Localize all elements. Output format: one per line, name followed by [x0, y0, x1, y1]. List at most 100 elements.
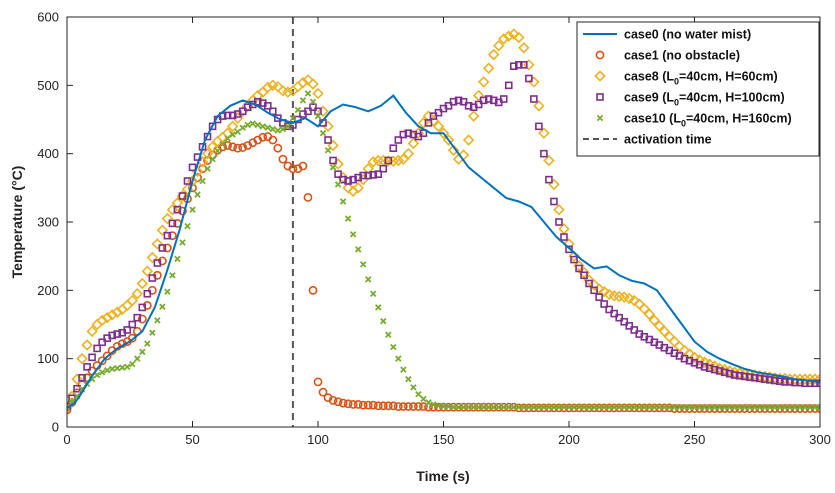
data-point: [417, 117, 430, 129]
data-point: [540, 149, 548, 158]
data-point: [93, 371, 101, 379]
data-point: [274, 127, 282, 134]
data-point: [318, 387, 328, 397]
x-tick-label: 250: [684, 432, 706, 447]
data-point: [148, 274, 157, 282]
data-point: [154, 317, 161, 324]
data-point: [179, 239, 186, 246]
data-point: [440, 403, 447, 410]
data-point: [641, 403, 648, 411]
data-point: [108, 365, 116, 373]
data-point: [430, 401, 437, 408]
data-point: [646, 403, 653, 411]
data-point: [404, 129, 413, 137]
data-point: [307, 78, 319, 90]
data-point: [425, 399, 432, 406]
data-point: [442, 134, 455, 146]
data-point: [573, 260, 585, 272]
data-point: [136, 277, 149, 290]
data-point: [726, 403, 733, 411]
data-point: [284, 123, 292, 130]
axes: 0 50 100 150 200 250 300 0 100 200 300 400 500 600: [37, 10, 831, 448]
data-point: [214, 147, 221, 155]
data-point: [189, 206, 196, 213]
data-point: [334, 170, 342, 178]
data-point: [523, 59, 535, 71]
data-point: [530, 403, 538, 411]
data-point: [474, 402, 484, 412]
data-point: [224, 135, 231, 142]
data-point: [244, 121, 251, 129]
data-point: [169, 272, 176, 279]
data-point: [108, 331, 116, 340]
data-point: [98, 338, 106, 347]
data-point: [399, 130, 408, 139]
data-point: [138, 303, 147, 312]
data-point: [535, 403, 543, 411]
data-point: [102, 351, 112, 361]
data-point: [525, 74, 533, 83]
data-point: [485, 403, 492, 411]
data-point: [482, 62, 495, 74]
data-point: [545, 175, 553, 184]
data-point: [143, 289, 152, 298]
data-point: [695, 361, 704, 369]
data-point: [504, 81, 513, 90]
data-point: [434, 108, 443, 117]
data-point: [163, 231, 172, 240]
data-point: [268, 135, 278, 145]
data-point: [324, 147, 332, 154]
data-point: [209, 155, 216, 163]
data-point: [273, 143, 283, 153]
data-point: [146, 251, 159, 264]
data-point: [304, 107, 312, 116]
legend-label: case8 (L0=40cm, H=60cm): [624, 70, 778, 87]
y-tick-label: 500: [37, 78, 59, 93]
data-point: [88, 353, 96, 362]
data-point: [373, 401, 383, 411]
data-marks: [67, 17, 820, 427]
legend-label: case9 (L0=40cm, H=100cm): [624, 91, 785, 108]
data-point: [409, 130, 418, 139]
data-point: [113, 330, 121, 338]
data-point: [384, 156, 393, 165]
data-point: [314, 112, 322, 120]
data-point: [299, 97, 307, 104]
data-point: [279, 125, 287, 133]
data-point: [328, 395, 338, 405]
data-point: [600, 403, 608, 411]
data-point: [620, 403, 628, 411]
data-point: [460, 403, 467, 411]
data-point: [178, 206, 187, 216]
data-point: [595, 293, 603, 301]
data-point: [424, 119, 433, 127]
data-point: [680, 354, 689, 363]
data-point: [585, 279, 593, 288]
data-point: [781, 378, 789, 386]
data-point: [691, 403, 698, 411]
data-point: [249, 120, 256, 127]
data-point: [157, 256, 167, 266]
data-point: [166, 203, 179, 216]
data-point: [447, 144, 460, 156]
data-point: [289, 114, 297, 122]
data-point: [144, 340, 151, 347]
data-point: [500, 403, 507, 411]
data-point: [327, 139, 339, 152]
data-point: [528, 76, 540, 88]
data-point: [298, 161, 308, 171]
data-point: [515, 403, 523, 411]
data-point: [701, 403, 708, 411]
data-point: [449, 97, 458, 106]
data-point: [676, 403, 683, 411]
data-point: [71, 373, 83, 385]
data-point: [228, 111, 237, 120]
data-point: [397, 153, 410, 165]
data-point: [585, 403, 593, 411]
data-point: [402, 147, 415, 160]
data-point: [368, 400, 378, 410]
y-tick-label: 600: [37, 10, 59, 25]
data-point: [259, 123, 267, 130]
data-point: [653, 320, 666, 332]
data-point: [419, 402, 428, 411]
